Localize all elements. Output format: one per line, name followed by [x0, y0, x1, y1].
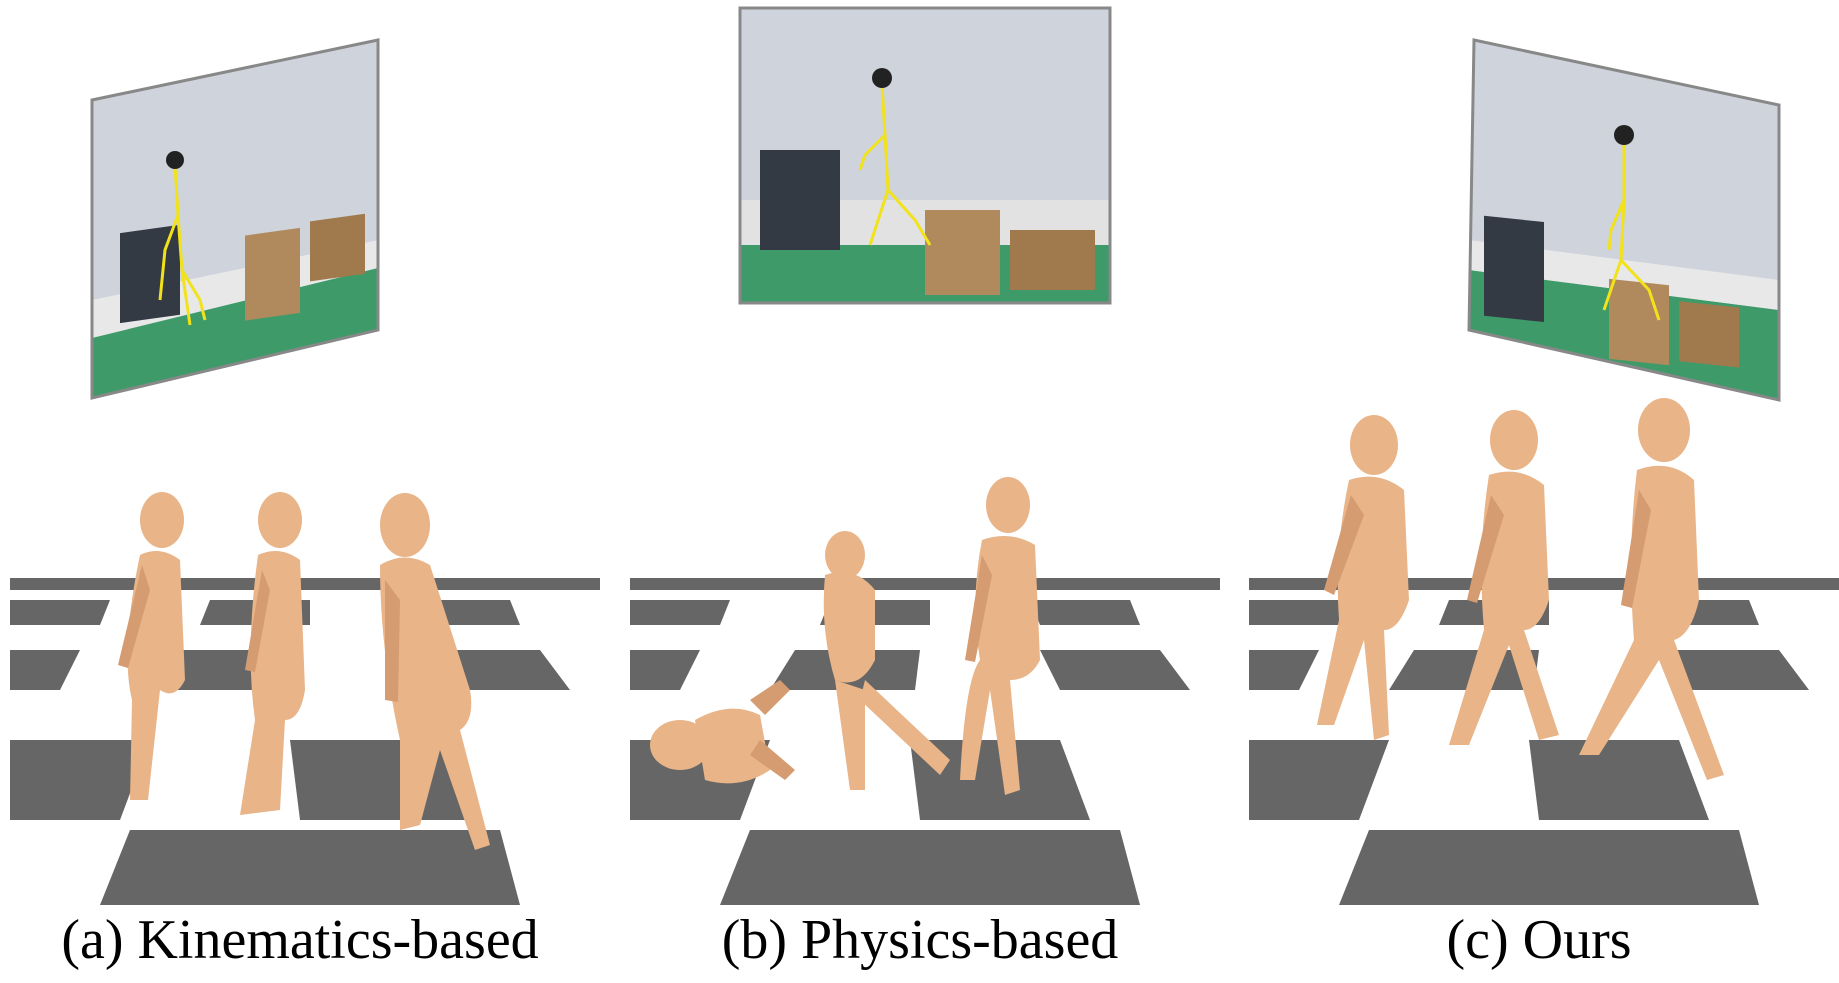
panel-physics: (b) Physics-based [620, 0, 1220, 983]
cardboard-box [1010, 230, 1095, 290]
checkered-floor [1249, 575, 1839, 905]
cardboard-box [310, 213, 365, 282]
panel-b-figure [630, 6, 1220, 905]
equipment [120, 224, 180, 324]
human-mesh [960, 477, 1040, 795]
panel-a-figure [10, 38, 600, 905]
human-mesh [1317, 415, 1409, 740]
human-mesh [118, 492, 185, 800]
panel-ours: (c) Ours [1239, 0, 1839, 983]
video-frame-c [1467, 38, 1781, 402]
human-mesh [1579, 398, 1724, 780]
pose-skeleton [173, 164, 192, 326]
falling-human-mesh [823, 531, 950, 790]
human-mesh [1449, 410, 1559, 745]
cardboard-box [925, 210, 1000, 295]
human-mesh [240, 492, 305, 815]
cardboard-box [245, 227, 300, 321]
video-frame-a [90, 38, 380, 400]
pose-skeleton [868, 84, 890, 246]
video-frame-b [738, 6, 1112, 305]
caption-c: (c) Ours [1446, 909, 1632, 971]
caption-a: (a) Kinematics-based [61, 909, 539, 971]
equipment [760, 150, 840, 250]
equipment [1484, 215, 1544, 323]
panel-c-figure [1249, 38, 1839, 905]
human-mesh [380, 493, 490, 850]
cardboard-box [1609, 278, 1669, 366]
checkered-floor [10, 575, 600, 905]
panel-kinematics: (a) Kinematics-based [0, 0, 600, 983]
pose-skeleton [1602, 140, 1626, 311]
fallen-human-mesh [650, 680, 795, 784]
caption-b: (b) Physics-based [721, 909, 1119, 971]
cardboard-box [1679, 301, 1739, 368]
